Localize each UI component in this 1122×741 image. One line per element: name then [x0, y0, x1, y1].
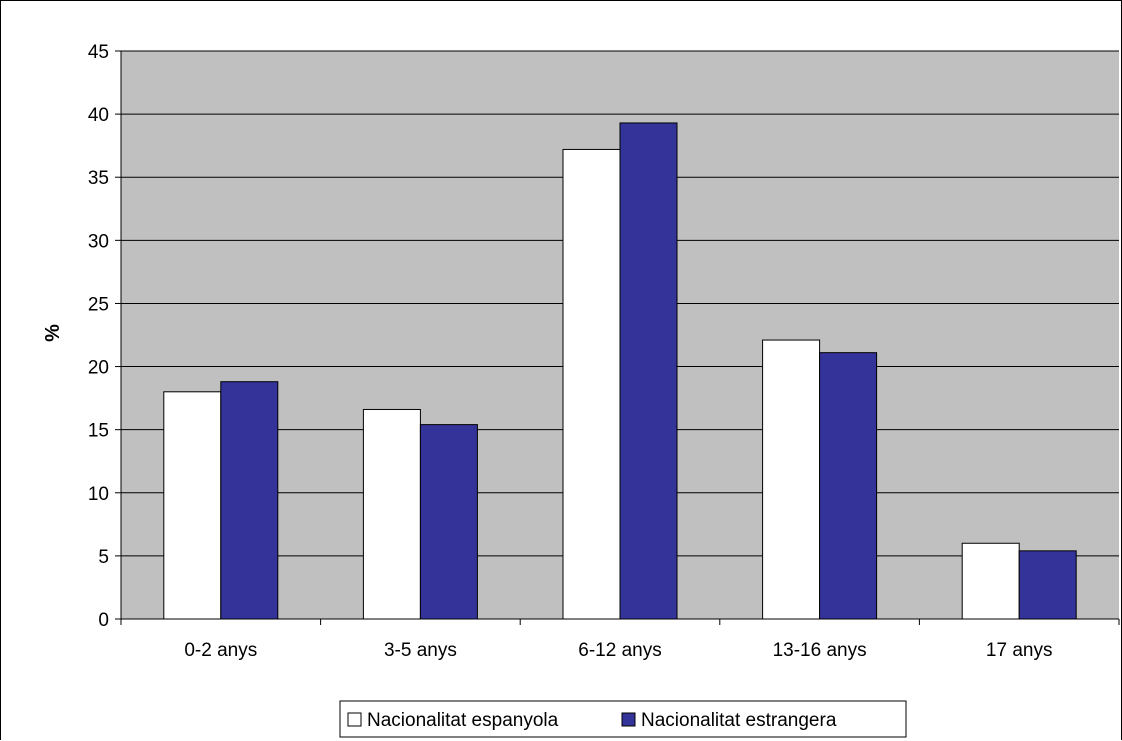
- bars: [163, 122, 1077, 620]
- bar-estrangera-0: [220, 381, 279, 620]
- x-tick-label: 13-16 anys: [773, 640, 867, 661]
- x-tick-label: 3-5 anys: [384, 640, 457, 661]
- x-tick-label: 0-2 anys: [184, 640, 257, 661]
- legend-swatch: [347, 712, 362, 727]
- y-tick-label: 15: [88, 421, 109, 442]
- y-tick-label: 45: [88, 42, 109, 63]
- bar-espanyola-0: [163, 391, 222, 620]
- bar-espanyola-2: [562, 148, 621, 620]
- y-tick-labels: 0 5 10 15 20 25 30 35 40 45: [88, 42, 109, 631]
- bar-espanyola-3: [762, 339, 821, 620]
- y-tick-label: 30: [88, 231, 109, 252]
- bar-estrangera-3: [819, 352, 878, 620]
- x-tick-labels: 0-2 anys 3-5 anys 6-12 anys 13-16 anys 17 an…: [184, 640, 1052, 661]
- y-tick-label: 25: [88, 294, 109, 315]
- legend-label: Nacionalitat espanyola: [367, 710, 559, 731]
- axes: [115, 50, 1120, 625]
- legend-swatch: [621, 712, 636, 727]
- y-axis-title: %: [42, 324, 64, 342]
- legend: Nacionalitat espanyola Nacionalitat estra…: [339, 700, 907, 738]
- y-tick-label: 5: [98, 547, 109, 568]
- y-tick-label: 20: [88, 358, 109, 379]
- bar-estrangera-4: [1018, 550, 1077, 620]
- bar-espanyola-4: [961, 542, 1020, 620]
- bar-estrangera-2: [619, 122, 678, 620]
- bar-espanyola-1: [362, 408, 421, 620]
- bar-estrangera-1: [419, 424, 478, 620]
- x-tick-label: 6-12 anys: [578, 640, 661, 661]
- y-tick-label: 40: [88, 105, 109, 126]
- x-tick-label: 17 anys: [986, 640, 1053, 661]
- y-tick-label: 35: [88, 168, 109, 189]
- legend-label: Nacionalitat estrangera: [641, 710, 837, 731]
- y-tick-label: 0: [98, 610, 109, 631]
- y-tick-label: 10: [88, 484, 109, 505]
